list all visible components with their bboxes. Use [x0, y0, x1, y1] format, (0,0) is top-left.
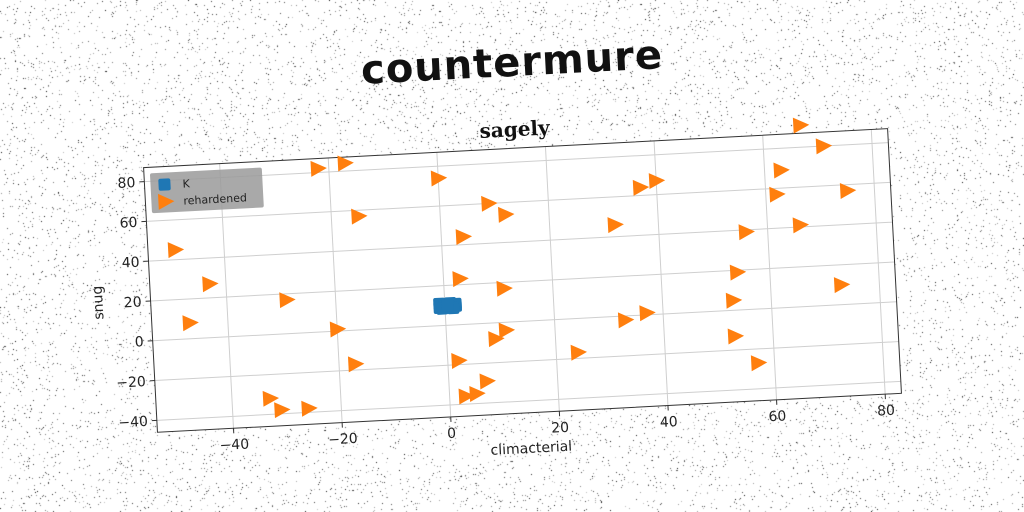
data-point-rehardened: [481, 195, 498, 212]
y-axis-label: snug: [90, 285, 108, 320]
plot-frame: [143, 128, 902, 433]
data-point-rehardened: [458, 388, 475, 405]
x-tick-label: 20: [551, 420, 570, 437]
data-point-rehardened: [632, 179, 650, 196]
data-point-rehardened: [815, 138, 833, 155]
y-tick-label: 80: [117, 175, 136, 192]
data-point-rehardened: [329, 321, 347, 338]
data-point-rehardened: [792, 217, 810, 234]
data-point-rehardened: [337, 155, 354, 172]
data-point-rehardened: [498, 206, 515, 223]
data-point-rehardened: [202, 276, 219, 293]
data-point-rehardened: [430, 170, 448, 187]
data-point-rehardened: [839, 183, 857, 199]
data-point-rehardened: [617, 312, 635, 329]
data-point-rehardened: [729, 264, 747, 281]
gridline-x: [762, 135, 778, 400]
data-point-rehardened: [725, 292, 743, 309]
x-tick-label: 0: [447, 426, 457, 442]
data-point-rehardened: [451, 353, 468, 369]
data-point-rehardened: [301, 400, 318, 417]
gridline-y: [150, 261, 895, 302]
x-tick-label: 60: [768, 408, 787, 425]
y-tick-label: 20: [123, 294, 142, 311]
data-point-k: [441, 299, 454, 312]
data-point-rehardened: [452, 271, 469, 288]
data-point-rehardened: [727, 328, 745, 345]
gridline-y: [148, 221, 893, 262]
gridline-x: [544, 146, 560, 412]
data-point-rehardened: [496, 280, 513, 297]
data-point-rehardened: [833, 277, 851, 294]
data-point-rehardened: [167, 242, 185, 259]
data-point-rehardened: [274, 402, 291, 419]
legend-label: K: [182, 177, 191, 190]
gridline-x: [327, 157, 343, 423]
y-tick-label: 0: [134, 334, 144, 350]
data-point-rehardened: [262, 390, 280, 407]
data-point-rehardened: [488, 331, 505, 348]
y-tick-label: −40: [118, 414, 148, 432]
chart-title: sagely: [479, 115, 552, 143]
gridline-y: [144, 142, 889, 183]
data-point-rehardened: [279, 292, 296, 309]
plot-area: [143, 128, 902, 433]
x-tick-label: −40: [219, 437, 249, 455]
data-point-rehardened: [498, 322, 516, 339]
data-point-rehardened: [639, 305, 656, 322]
data-point-rehardened: [347, 356, 365, 373]
data-point-rehardened: [750, 355, 768, 372]
gridline-x: [870, 129, 886, 395]
plot-group: −40 −20 0 20 40 60 80 −40 −20 0 20 40 60 80 sagely clim…: [90, 115, 902, 459]
legend-marker: [158, 178, 171, 191]
data-point-rehardened: [607, 217, 624, 234]
y-tick-label: −20: [116, 374, 146, 392]
data-point-rehardened: [570, 344, 588, 361]
y-tick-label: 60: [119, 215, 138, 232]
x-tick-label: 80: [877, 403, 896, 420]
x-tick-label: 40: [660, 414, 679, 431]
data-point-rehardened: [773, 162, 790, 179]
legend-label: rehardened: [183, 191, 247, 207]
data-point-rehardened: [455, 229, 473, 246]
x-tick-label: −20: [328, 431, 358, 449]
gridline-y: [154, 341, 899, 382]
gridline-y: [146, 181, 891, 222]
gridline-x: [436, 152, 452, 417]
legend-marker: [157, 193, 175, 210]
x-axis-label: climacterial: [490, 439, 572, 459]
data-point-rehardened: [479, 373, 496, 390]
data-point-rehardened: [738, 224, 755, 241]
y-tick-label: 40: [121, 255, 140, 272]
data-point-rehardened: [310, 160, 327, 177]
data-point-rehardened: [351, 208, 368, 225]
data-point-rehardened: [182, 315, 199, 332]
data-point-rehardened: [792, 117, 810, 134]
data-point-rehardened: [648, 173, 666, 190]
gridline-y: [152, 301, 897, 342]
data-point-rehardened: [769, 186, 786, 203]
data-point-rehardened: [469, 385, 486, 402]
legend-box: [150, 167, 264, 214]
